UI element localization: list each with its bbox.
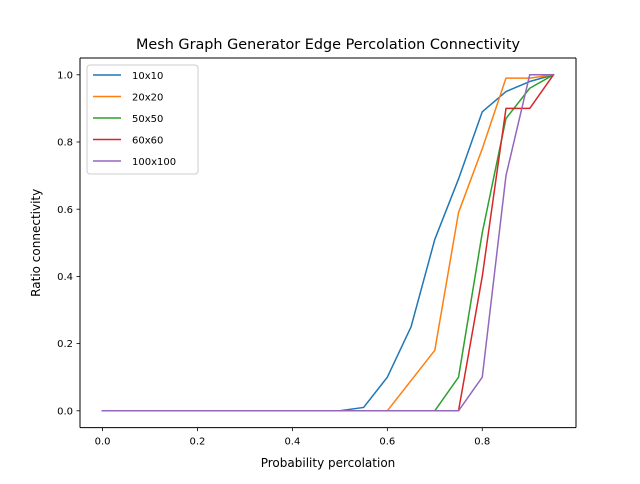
y-tick-label: 0.0 (57, 406, 73, 417)
legend-label: 100x100 (132, 157, 176, 168)
series-lines (101, 73, 555, 412)
x-tick-label: 0.4 (284, 437, 300, 448)
x-tick-label: 0.6 (379, 437, 395, 448)
x-tick-label: 0.0 (95, 437, 111, 448)
x-tick-label: 0.8 (474, 437, 490, 448)
legend: 10x10 20x20 50x50 60x60 100x100 (86, 64, 199, 175)
y-axis-label: Ratio connectivity (29, 189, 43, 297)
series-line-100x100 (101, 74, 555, 412)
y-tick-label: 0.8 (57, 138, 73, 149)
x-axis-label: Probability percolation (261, 456, 396, 470)
legend-label: 60x60 (132, 136, 163, 147)
legend-label: 50x50 (132, 114, 163, 125)
legend-label: 10x10 (132, 71, 163, 82)
chart-title: Mesh Graph Generator Edge Percolation Co… (136, 37, 521, 53)
axes-frame (79, 57, 577, 429)
y-tick-label: 0.4 (57, 272, 73, 283)
y-tick-label: 0.2 (57, 339, 73, 350)
y-tick-label: 1.0 (57, 70, 73, 81)
legend-frame (86, 64, 199, 175)
y-tick-label: 0.6 (57, 205, 73, 216)
axis-ticks: 0.0 0.2 0.4 0.6 0.8 0.0 0.2 0.4 0.6 0.8 1.0 (57, 70, 490, 447)
x-tick-label: 0.2 (190, 437, 206, 448)
legend-label: 20x20 (132, 93, 163, 104)
